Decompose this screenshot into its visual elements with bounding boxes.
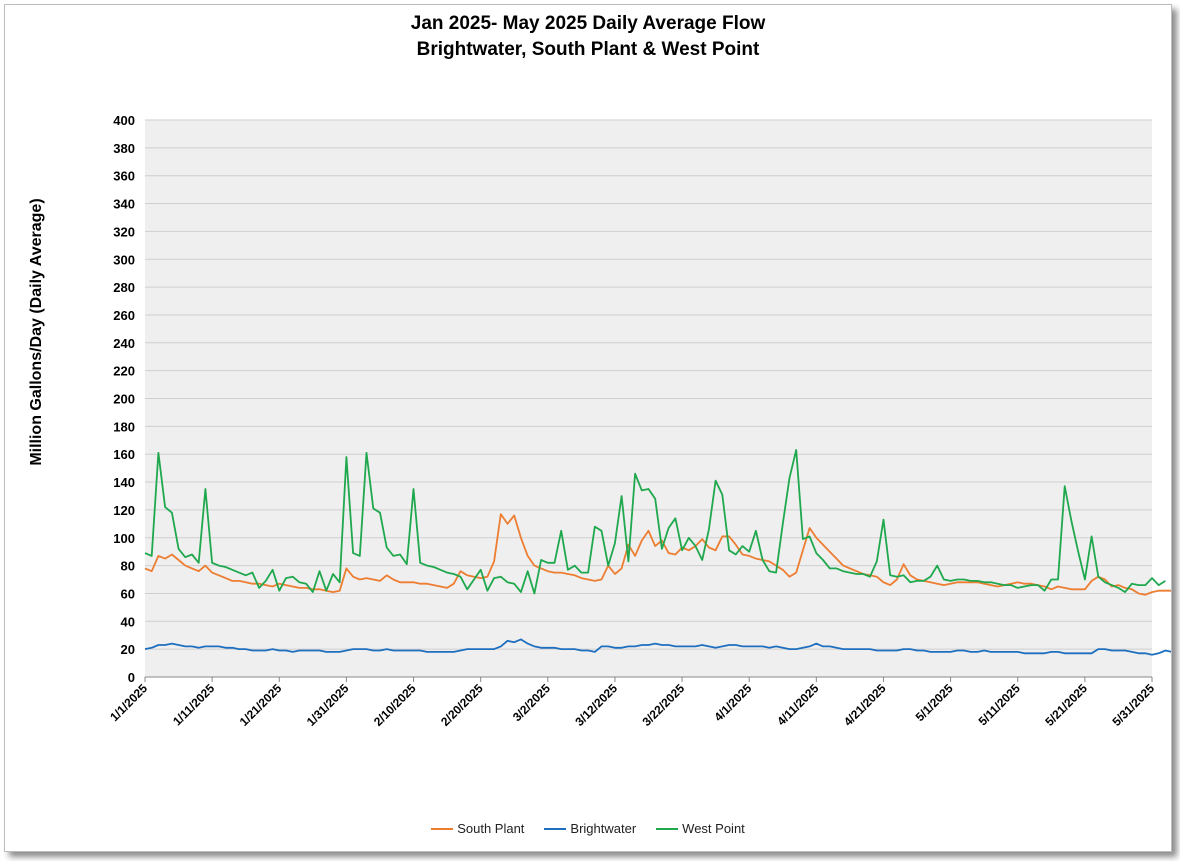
- x-tick-label: 5/11/2025: [976, 681, 1023, 728]
- x-tick-label: 5/31/2025: [1109, 681, 1157, 729]
- y-tick-label: 260: [113, 308, 135, 323]
- series-line-west-point: [144, 449, 1166, 595]
- y-tick-label: 0: [128, 670, 135, 685]
- legend-item-brightwater: Brightwater: [544, 821, 636, 836]
- y-tick-label: 100: [113, 531, 135, 546]
- y-tick-label: 340: [113, 197, 135, 212]
- series-lines: [144, 449, 1171, 656]
- chart-title: Jan 2025- May 2025 Daily Average Flow: [410, 13, 766, 34]
- y-tick-label: 220: [113, 364, 135, 379]
- x-tick-label: 3/2/2025: [510, 681, 553, 724]
- x-tick-label: 4/1/2025: [711, 681, 754, 724]
- x-tick-label: 1/21/2025: [237, 681, 285, 729]
- y-tick-label: 140: [113, 475, 135, 490]
- x-tick-label: 1/11/2025: [170, 681, 217, 728]
- x-tick-label: 3/12/2025: [572, 681, 620, 729]
- gridlines: [144, 119, 1153, 682]
- y-tick-label: 320: [113, 224, 135, 239]
- x-tick-label: 4/11/2025: [774, 681, 821, 728]
- y-tick-label: 20: [121, 642, 135, 657]
- x-tick-label: 5/1/2025: [913, 681, 956, 724]
- y-tick-label: 180: [113, 419, 135, 434]
- legend-label-west-point: West Point: [682, 821, 745, 836]
- y-tick-label: 300: [113, 252, 135, 267]
- chart-frame: Jan 2025- May 2025 Daily Average Flow Br…: [4, 4, 1172, 852]
- series-line-brightwater: [144, 638, 1171, 656]
- legend-swatch-west-point: [656, 827, 679, 830]
- legend-label-brightwater: Brightwater: [570, 821, 637, 836]
- chart-subtitle: Brightwater, South Plant & West Point: [416, 39, 760, 60]
- legend-item-west-point: West Point: [656, 821, 745, 836]
- x-tick-label: 2/20/2025: [438, 681, 486, 729]
- y-tick-label: 240: [113, 336, 135, 351]
- x-tick-label: 1/31/2025: [304, 681, 352, 729]
- x-tick-label: 5/21/2025: [1042, 681, 1090, 729]
- legend-swatch-south-plant: [431, 827, 454, 830]
- y-tick-label: 120: [113, 503, 135, 518]
- y-tick-label: 360: [113, 169, 135, 184]
- y-tick-label: 400: [113, 113, 135, 128]
- series-line-south-plant: [144, 513, 1171, 596]
- x-tick-label: 4/21/2025: [841, 681, 889, 729]
- x-tick-labels: 1/1/2025 1/11/2025 1/21/2025 1/31/2025 2/10/…: [107, 681, 1157, 729]
- y-tick-label: 380: [113, 141, 135, 156]
- y-tick-label: 40: [121, 614, 135, 629]
- y-tick-label: 160: [113, 447, 135, 462]
- y-tick-labels: 0 20 40 60 80 100 120 140 160 180 200 220 240 260 280 3…: [113, 113, 135, 685]
- x-tick-label: 1/1/2025: [107, 681, 150, 724]
- y-tick-label: 200: [113, 392, 135, 407]
- line-chart: 0 20 40 60 80 100 120 140 160 180 200 220 240 260 280 3…: [107, 113, 1171, 729]
- legend-item-south-plant: South Plant: [431, 821, 524, 836]
- y-tick-label: 60: [121, 586, 135, 601]
- legend-swatch-brightwater: [544, 827, 567, 830]
- y-tick-label: 80: [121, 559, 135, 574]
- legend: South Plant Brightwater West Point: [5, 821, 1171, 836]
- x-tick-label: 3/22/2025: [640, 681, 688, 729]
- legend-label-south-plant: South Plant: [457, 821, 525, 836]
- x-tick-label: 2/10/2025: [371, 681, 419, 729]
- y-tick-label: 280: [113, 280, 135, 295]
